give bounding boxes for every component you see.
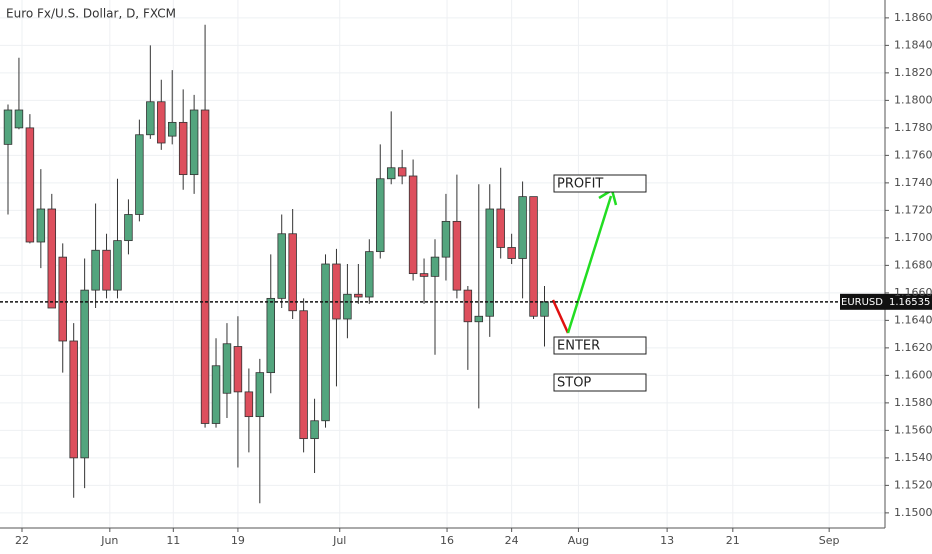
enter-label: ENTER — [557, 339, 600, 354]
candle-body — [58, 256, 67, 342]
x-tick-label: 19 — [231, 534, 245, 547]
profit-box — [553, 174, 647, 193]
grid — [0, 0, 885, 528]
x-tick-label: Sep — [819, 534, 840, 547]
y-tick-label: 1.15200 — [894, 478, 932, 491]
y-tick-label: 1.15000 — [894, 506, 932, 519]
candle-body — [255, 372, 265, 418]
x-tick-label: 21 — [726, 534, 740, 547]
x-tick-label: 22 — [15, 534, 29, 547]
y-tick-label: 1.17600 — [894, 148, 932, 161]
y-tick-label: 1.18000 — [894, 93, 932, 106]
candle-body — [452, 220, 462, 291]
candle-body — [135, 134, 144, 215]
x-tick-label: 24 — [505, 534, 519, 547]
candle-body — [47, 208, 57, 309]
candle-body — [474, 315, 484, 323]
candle-body — [14, 109, 24, 129]
x-tick-label: 11 — [166, 534, 180, 547]
y-tick-label: 1.15400 — [894, 451, 932, 464]
candle-body — [485, 208, 494, 317]
candle-body — [463, 289, 473, 323]
x-tick-label: Aug — [568, 534, 589, 547]
candle-body — [189, 109, 199, 176]
candle-body — [540, 301, 549, 317]
candle-body — [91, 249, 100, 291]
profit-arrow — [566, 195, 613, 334]
candle-body — [419, 273, 429, 277]
candle-body — [277, 233, 286, 299]
enter-box — [553, 336, 647, 355]
x-tick-label: 16 — [440, 534, 454, 547]
candle-body — [178, 121, 188, 176]
candle-body — [146, 101, 155, 136]
candle-body — [299, 310, 308, 440]
last-price: EURUSD 1.16535 — [0, 293, 932, 310]
candle-body — [266, 297, 275, 374]
candle-body — [408, 175, 418, 275]
y-tick-label: 1.16200 — [894, 341, 932, 354]
candle-body — [441, 220, 451, 258]
profit-label: PROFIT — [557, 177, 603, 192]
candle-body — [310, 420, 319, 440]
candle-body — [113, 240, 122, 291]
y-tick-label: 1.15800 — [894, 396, 932, 409]
x-tick-label: Jul — [332, 534, 346, 547]
stop-label: STOP — [557, 376, 591, 391]
candle-body — [332, 263, 341, 320]
candle-body — [288, 233, 297, 312]
candle-body — [321, 263, 330, 422]
candle-body — [244, 391, 254, 418]
x-tick-label: Jun — [100, 534, 118, 547]
price-label: 1.16535 — [889, 297, 930, 308]
candle-body — [376, 178, 385, 253]
candle-body — [430, 256, 440, 277]
y-tick-label: 1.17800 — [894, 121, 932, 134]
stop-box — [553, 373, 647, 392]
y-tick-label: 1.17400 — [894, 176, 932, 189]
y-tick-label: 1.16800 — [894, 258, 932, 271]
candle-body — [518, 196, 527, 259]
candle-body — [354, 293, 363, 298]
candle-body — [124, 214, 133, 242]
candle-body — [496, 208, 505, 248]
chart-title: Euro Fx/U.S. Dollar, D, FXCM — [6, 7, 176, 21]
y-tick-label: 1.16000 — [894, 368, 932, 381]
y-tick-label: 1.17000 — [894, 231, 932, 244]
symbol-badge — [840, 293, 885, 310]
candle-body — [102, 249, 111, 291]
y-tick-label: 1.17200 — [894, 203, 932, 216]
candle-body — [69, 340, 78, 459]
candle-body — [397, 167, 407, 177]
price-badge — [885, 293, 932, 310]
candle-body — [365, 251, 374, 298]
candle-body — [200, 109, 210, 424]
y-tick-label: 1.16400 — [894, 313, 932, 326]
y-tick-label: 1.16600 — [894, 286, 932, 299]
candle-body — [167, 121, 177, 137]
y-tick-label: 1.15600 — [894, 423, 932, 436]
candle-body — [157, 101, 166, 144]
candle-body — [80, 289, 89, 459]
candle-body — [36, 208, 46, 243]
y-tick-label: 1.18600 — [894, 11, 932, 24]
candle-body — [222, 343, 232, 394]
candle-body — [507, 247, 516, 259]
candle-body — [386, 167, 396, 180]
candle-body — [211, 365, 221, 424]
symbol-label: EURUSD — [841, 297, 883, 308]
y-tick-label: 1.18400 — [894, 38, 932, 51]
candle-body — [343, 293, 352, 320]
candle-body — [3, 109, 13, 145]
candle-body — [25, 127, 35, 243]
candles — [3, 24, 549, 504]
y-tick-label: 1.18200 — [894, 66, 932, 79]
candle-body — [233, 346, 243, 393]
entry-arrow — [551, 299, 570, 334]
x-tick-label: 13 — [660, 534, 674, 547]
candle-body — [529, 196, 538, 317]
